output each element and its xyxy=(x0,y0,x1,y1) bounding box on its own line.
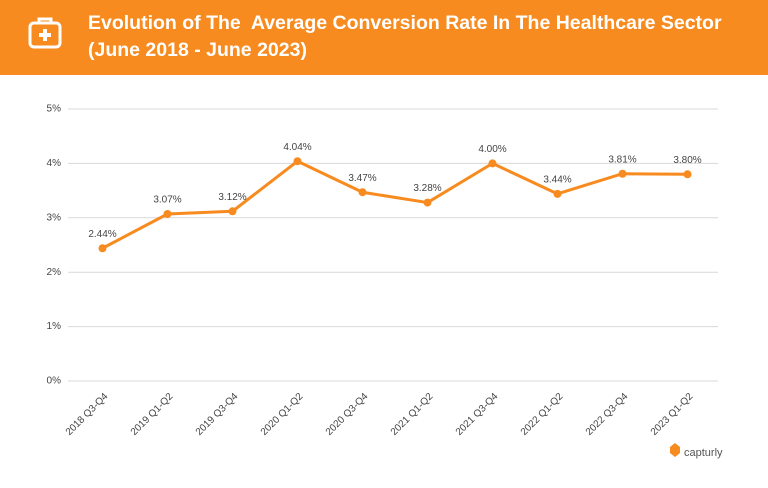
x-tick-label: 2021 Q1-Q2 xyxy=(389,391,436,438)
header: Evolution of The Average Conversion Rate… xyxy=(0,0,768,75)
point xyxy=(423,198,432,207)
chart: capturly 0% 1% 2% 3% 4% 5% 2018 Q3-Q4 2019 Q1-Q… xyxy=(47,104,723,459)
data-label: 3.28% xyxy=(413,183,441,194)
x-tick-label: 2019 Q3-Q4 xyxy=(194,391,241,438)
line xyxy=(101,159,688,250)
x-tick-label: 2020 Q3-Q4 xyxy=(324,391,371,438)
data-label: 3.80% xyxy=(673,155,701,166)
y-tick-label: 2% xyxy=(47,267,62,278)
data-label: 2.44% xyxy=(88,229,116,240)
subtitle: (June 2018 - June 2023) xyxy=(88,39,307,61)
x-tick-label: 2021 Q3-Q4 xyxy=(454,391,501,438)
point xyxy=(488,159,497,168)
y-tick-label: 3% xyxy=(47,212,62,223)
brand-label: capturly xyxy=(684,447,723,459)
data-label: 3.07% xyxy=(153,195,181,206)
x-tick-label: 2020 Q1-Q2 xyxy=(259,391,306,438)
point xyxy=(358,188,367,197)
y-tick-label: 0% xyxy=(47,376,62,387)
data-label: 4.04% xyxy=(283,142,311,153)
chart-title: Evolution of The Average Conversion Rate… xyxy=(88,10,758,64)
title-line: Evolution of The Average Conversion Rate… xyxy=(88,12,722,34)
x-tick-label: 2022 Q3-Q4 xyxy=(584,391,631,438)
brand: capturly xyxy=(670,443,723,459)
x-tick-label: 2022 Q1-Q2 xyxy=(519,391,566,438)
point xyxy=(683,170,692,179)
data-label: 3.12% xyxy=(218,192,246,203)
point xyxy=(98,244,107,253)
y-tick-label: 5% xyxy=(47,104,62,115)
data-label: 4.00% xyxy=(478,144,506,155)
header-icon xyxy=(28,17,62,49)
data-label: 3.47% xyxy=(348,173,376,184)
y-tick-label: 1% xyxy=(47,321,62,332)
point xyxy=(553,189,562,198)
point xyxy=(293,157,302,166)
x-tick-label: 2018 Q3-Q4 xyxy=(64,391,111,438)
data-label: 3.44% xyxy=(543,175,571,186)
x-tick-label: 2023 Q1-Q2 xyxy=(649,391,696,438)
y-tick-label: 4% xyxy=(47,158,62,169)
x-tick-label: 2019 Q1-Q2 xyxy=(129,391,176,438)
point xyxy=(228,207,237,216)
point xyxy=(163,209,172,218)
point xyxy=(618,169,627,178)
data-label: 3.81% xyxy=(608,154,636,165)
